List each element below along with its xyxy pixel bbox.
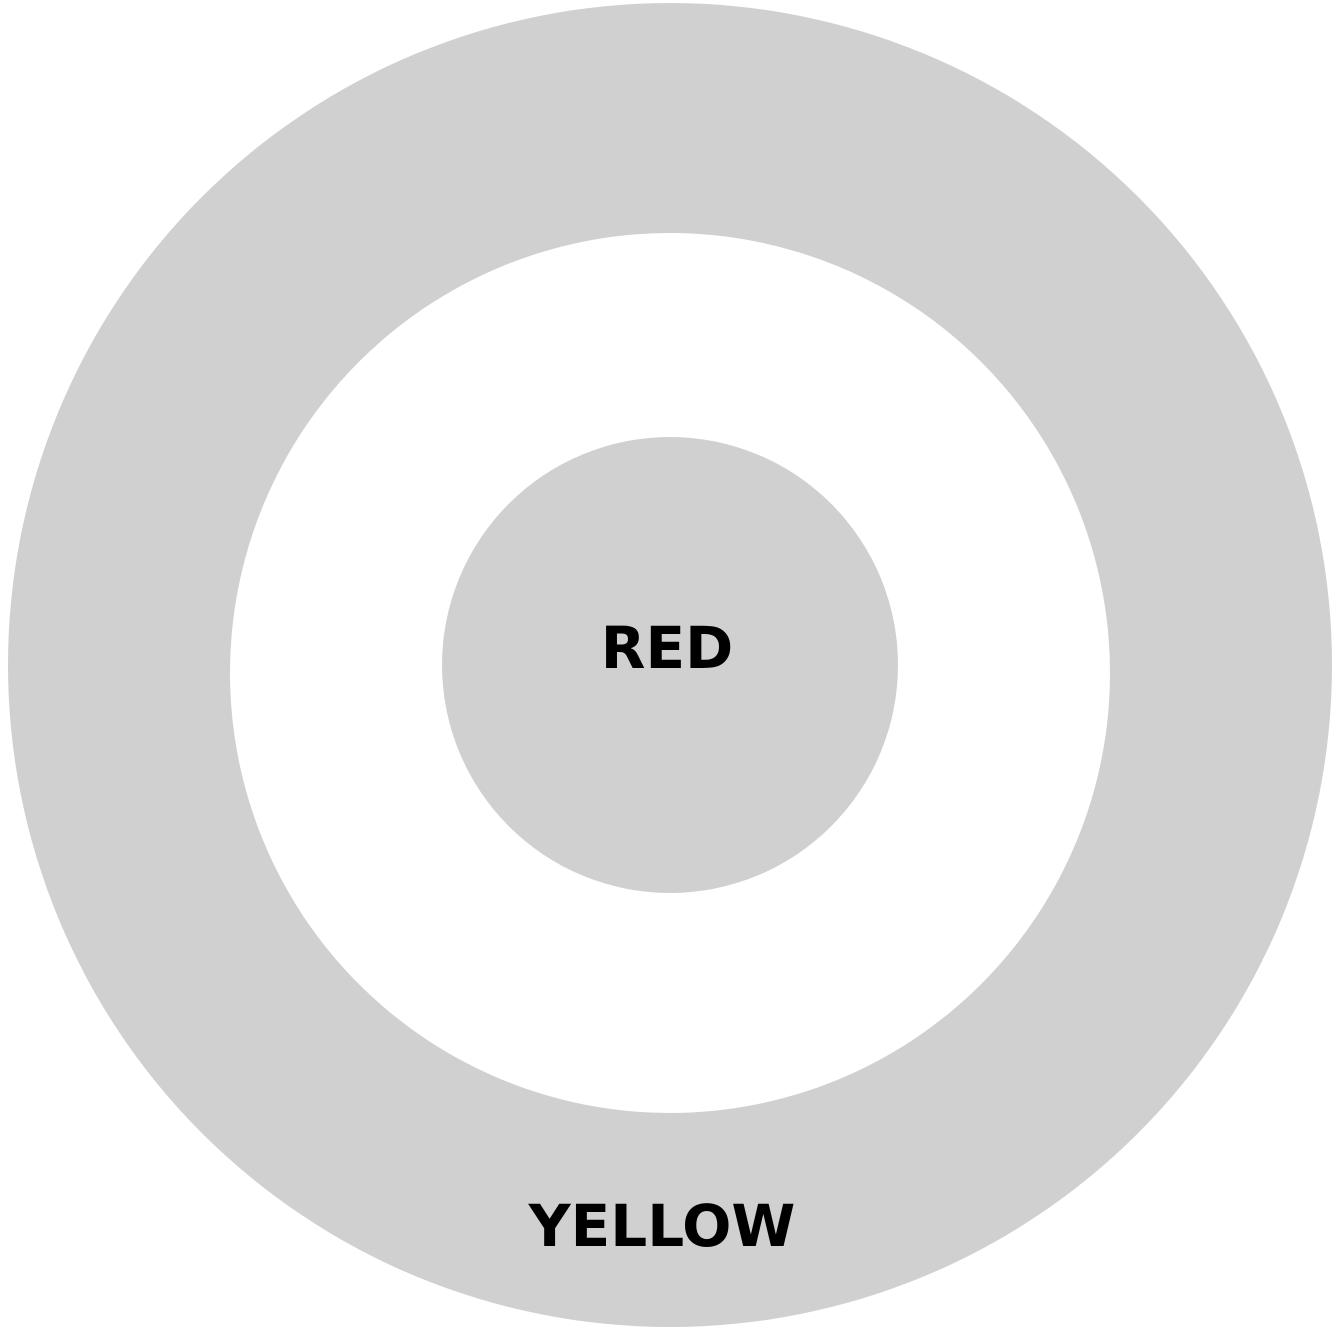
inner-label: RED <box>601 614 733 682</box>
outer-label: YELLOW <box>528 1192 796 1260</box>
inner-circle <box>442 437 898 893</box>
